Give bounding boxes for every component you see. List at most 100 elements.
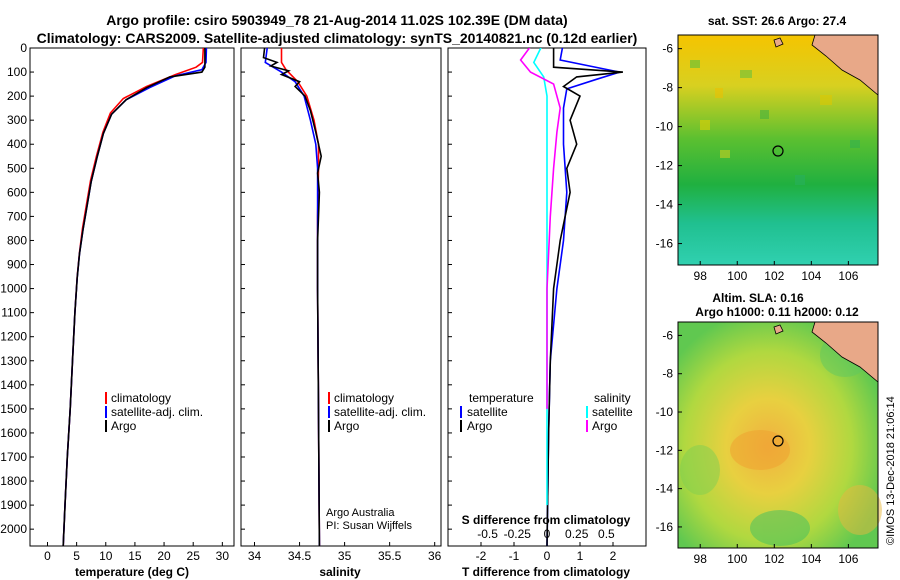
s-diff-tick-label: 0 — [544, 527, 551, 541]
map-y-tick-label: -12 — [656, 159, 674, 173]
series-line-t-argo — [546, 48, 623, 546]
sst-map-texture — [690, 60, 860, 185]
salinity-legend: climatology satellite-adj. clim. Argo Ar… — [326, 391, 426, 532]
depth-tick-label: 1100 — [1, 306, 27, 320]
imos-credit: ©IMOS 13-Dec-2018 21:06:14 — [885, 396, 897, 545]
depth-tick-label: 1000 — [0, 282, 27, 296]
legend-label-s-satellite: satellite — [592, 405, 633, 419]
x-tick-label: 20 — [157, 549, 171, 563]
sla-map-title-2: Argo h1000: 0.11 h2000: 0.12 — [695, 305, 859, 319]
map-x-tick-label: 106 — [838, 552, 858, 566]
depth-tick-label: 800 — [7, 233, 27, 247]
legend-label-satellite: satellite-adj. clim. — [334, 405, 426, 419]
map-x-tick-label: 104 — [801, 269, 821, 283]
x-tick-label: 0 — [44, 549, 51, 563]
map-y-tick-label: -12 — [656, 443, 674, 457]
difference-legend: temperature satellite Argo salinity sate… — [460, 391, 633, 527]
salinity-series-group — [262, 48, 323, 546]
temperature-series-group — [62, 48, 208, 546]
map-y-tick-label: -10 — [656, 120, 674, 134]
series-line-satellite — [62, 48, 208, 546]
sst-map-x-axis: 98 100 102 104 106 — [694, 261, 859, 283]
depth-tick-label: 1200 — [0, 330, 27, 344]
sla-map-y-axis: -6 -8 -10 -12 -14 -16 — [656, 328, 682, 534]
s-diff-tick-label: 0.25 — [565, 527, 589, 541]
depth-tick-label: 200 — [7, 89, 27, 103]
x-tick-label: 15 — [128, 549, 142, 563]
legend-label-t-satellite: satellite — [467, 405, 508, 419]
series-line-argo — [62, 48, 206, 546]
sla-map-x-axis: 98 100 102 104 106 — [694, 544, 859, 566]
map-x-tick-label: 106 — [838, 269, 858, 283]
depth-tick-label: 700 — [7, 209, 27, 223]
legend-title-temperature: temperature — [469, 391, 534, 405]
legend-label-s-argo: Argo — [592, 419, 618, 433]
map-y-tick-label: -10 — [656, 405, 674, 419]
map-y-tick-label: -14 — [656, 198, 674, 212]
x-tick-label: 36 — [428, 549, 442, 563]
map-x-tick-label: 104 — [801, 552, 821, 566]
x-tick-label: 5 — [73, 549, 80, 563]
map-y-tick-label: -14 — [656, 482, 674, 496]
difference-salinity-axis: -0.5 -0.25 0 0.25 0.5 — [477, 527, 615, 541]
map-y-tick-label: -8 — [662, 367, 673, 381]
map-x-tick-label: 100 — [727, 269, 747, 283]
difference-xlabel: T difference from climatology — [462, 565, 630, 579]
depth-tick-label: 1600 — [0, 426, 27, 440]
footnote-argo-australia: Argo Australia — [326, 507, 395, 519]
depth-tick-label: 100 — [7, 65, 27, 79]
header-title-line1: Argo profile: csiro 5903949_78 21-Aug-20… — [106, 12, 567, 28]
x-tick-label: -1 — [509, 549, 520, 563]
s-diff-tick-label: -0.5 — [477, 527, 498, 541]
sla-argo-location-marker — [772, 435, 784, 447]
sla-map-island — [773, 324, 784, 335]
temperature-xlabel: temperature (deg C) — [75, 565, 189, 579]
legend-label-argo: Argo — [111, 419, 137, 433]
difference-xlabel-salinity: S difference from climatology — [462, 513, 631, 527]
difference-x-axis: -2 -1 0 1 2 — [476, 542, 617, 563]
map-x-tick-label: 102 — [764, 269, 784, 283]
x-tick-label: 25 — [187, 549, 201, 563]
salinity-x-axis: 34 34.5 35 35.5 36 — [248, 542, 442, 563]
x-tick-label: 1 — [577, 549, 584, 563]
map-y-tick-label: -6 — [662, 42, 673, 56]
depth-tick-label: 1500 — [0, 402, 27, 416]
series-line-t-satellite — [546, 48, 620, 546]
map-y-tick-label: -6 — [662, 328, 673, 342]
depth-tick-label: 2000 — [0, 522, 27, 536]
s-diff-tick-label: 0.5 — [598, 527, 615, 541]
x-tick-label: -2 — [476, 549, 487, 563]
difference-series-group — [519, 48, 623, 546]
depth-tick-label: 600 — [7, 185, 27, 199]
map-x-tick-label: 100 — [727, 552, 747, 566]
legend-label-satellite: satellite-adj. clim. — [111, 405, 203, 419]
depth-tick-label: 1700 — [0, 450, 27, 464]
map-x-tick-label: 98 — [694, 552, 708, 566]
map-x-tick-label: 98 — [694, 269, 708, 283]
depth-tick-label: 900 — [7, 258, 27, 272]
series-line-s-argo — [519, 48, 562, 409]
depth-tick-label: 1800 — [0, 474, 27, 488]
map-x-tick-label: 102 — [764, 552, 784, 566]
x-tick-label: 34.5 — [288, 549, 312, 563]
depth-tick-label: 500 — [7, 161, 27, 175]
sst-map-island — [773, 37, 784, 48]
series-line-climatology — [280, 48, 321, 546]
sst-map-frame — [677, 34, 879, 266]
legend-label-t-argo: Argo — [467, 419, 493, 433]
series-line-satellite — [264, 48, 321, 546]
legend-title-salinity: salinity — [594, 391, 631, 405]
sla-map-title-1: Altim. SLA: 0.16 — [712, 291, 804, 305]
footnote-pi: PI: Susan Wijffels — [326, 520, 412, 532]
depth-tick-label: 0 — [20, 41, 27, 55]
temperature-legend: climatology satellite-adj. clim. Argo — [105, 391, 203, 433]
sst-map-y-axis: -6 -8 -10 -12 -14 -16 — [656, 42, 682, 251]
x-tick-label: 34 — [248, 549, 262, 563]
sst-map-title: sat. SST: 26.6 Argo: 27.4 — [708, 14, 847, 28]
salinity-xlabel: salinity — [319, 565, 361, 579]
sla-map-frame — [677, 321, 879, 549]
s-diff-tick-label: -0.25 — [504, 527, 532, 541]
x-tick-label: 10 — [99, 549, 113, 563]
depth-tick-label: 300 — [7, 113, 27, 127]
